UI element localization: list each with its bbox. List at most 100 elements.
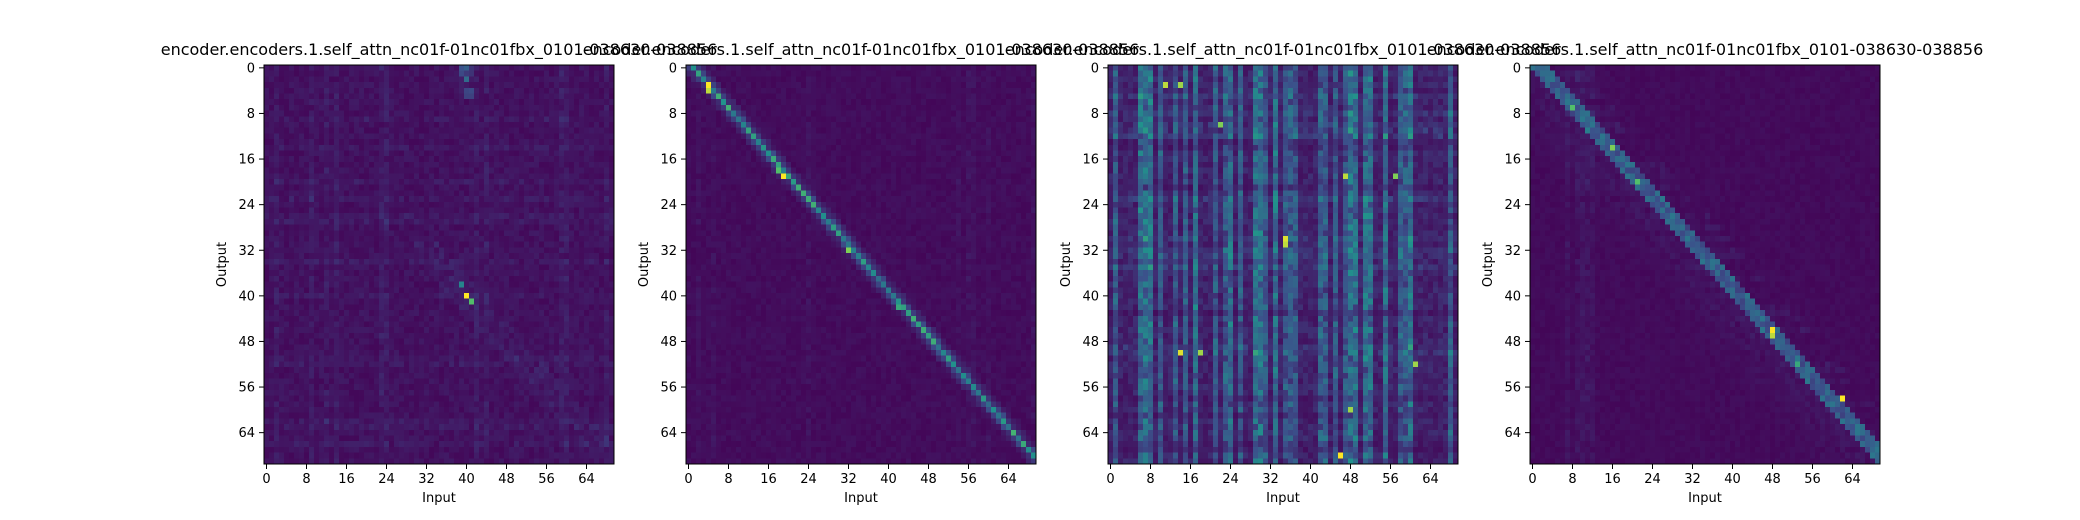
heatmap-cell xyxy=(519,389,525,397)
heatmap-cell xyxy=(404,253,410,260)
heatmap-cell xyxy=(549,122,555,129)
heatmap-cell xyxy=(329,196,335,203)
heatmap-cell xyxy=(299,321,305,328)
heatmap-cell xyxy=(379,384,385,391)
heatmap-cell xyxy=(444,213,450,220)
heatmap-cell xyxy=(424,293,430,300)
heatmap-cell xyxy=(304,179,310,186)
heatmap-cell xyxy=(504,156,510,163)
heatmap-cell xyxy=(389,218,395,226)
heatmap-cell xyxy=(484,213,490,220)
heatmap-cell xyxy=(359,196,365,203)
heatmap-cell xyxy=(469,361,475,368)
heatmap-cell xyxy=(524,304,530,311)
heatmap-cell xyxy=(449,247,455,254)
heatmap-cell xyxy=(604,264,610,271)
heatmap-cell xyxy=(334,65,340,72)
heatmap-cell xyxy=(424,99,430,106)
heatmap-cell xyxy=(299,429,305,437)
heatmap-cell xyxy=(399,184,405,191)
heatmap-cell xyxy=(569,110,575,117)
heatmap-cell xyxy=(379,429,385,437)
heatmap-cell xyxy=(579,253,585,260)
heatmap-cell xyxy=(539,310,545,317)
heatmap-cell xyxy=(314,424,320,431)
heatmap-cell xyxy=(419,338,425,345)
heatmap-cell xyxy=(314,99,320,106)
heatmap-cell xyxy=(609,207,615,214)
heatmap-cell xyxy=(544,196,550,203)
heatmap-cell xyxy=(299,190,305,197)
heatmap-cell xyxy=(564,332,570,340)
heatmap-cell xyxy=(289,247,295,254)
heatmap-cell xyxy=(434,327,440,334)
heatmap-cell xyxy=(544,367,550,374)
heatmap-cell xyxy=(269,207,275,214)
heatmap-cell xyxy=(449,133,455,140)
heatmap-cell xyxy=(339,429,345,437)
heatmap-cell xyxy=(409,458,415,465)
heatmap-cell xyxy=(574,304,580,311)
heatmap-cell xyxy=(569,435,575,442)
heatmap-cell xyxy=(274,270,280,277)
heatmap-cell xyxy=(364,355,370,362)
heatmap-cell xyxy=(479,156,485,163)
heatmap-cell xyxy=(489,190,495,197)
heatmap-cell xyxy=(584,144,590,152)
heatmap-cell xyxy=(609,310,615,317)
heatmap-cell xyxy=(359,367,365,374)
heatmap-cell xyxy=(319,82,325,89)
heatmap-cell xyxy=(609,281,615,288)
heatmap-cell xyxy=(369,65,375,72)
heatmap-cell xyxy=(279,332,285,340)
heatmap-cell xyxy=(319,99,325,106)
heatmap-cell xyxy=(399,452,405,459)
heatmap-cell xyxy=(569,122,575,129)
heatmap-cell xyxy=(314,65,320,72)
heatmap-cell xyxy=(459,287,465,294)
heatmap-cell xyxy=(404,116,410,123)
heatmap-cell xyxy=(494,446,500,454)
heatmap-cell xyxy=(574,196,580,203)
heatmap-cell xyxy=(464,87,470,95)
heatmap-cell xyxy=(274,161,280,169)
heatmap-cell xyxy=(459,156,465,163)
heatmap-cell xyxy=(334,224,340,231)
heatmap-cell xyxy=(264,110,270,117)
heatmap-cell xyxy=(309,350,315,357)
heatmap-cell xyxy=(609,161,615,169)
heatmap-cell xyxy=(489,287,495,294)
heatmap-cell xyxy=(339,150,345,157)
heatmap-cell xyxy=(594,258,600,266)
heatmap-cell xyxy=(569,76,575,83)
heatmap-cell xyxy=(314,167,320,174)
heatmap-cell xyxy=(359,167,365,174)
heatmap-cell xyxy=(489,116,495,123)
heatmap-cell xyxy=(489,127,495,134)
heatmap-cell xyxy=(429,65,435,72)
heatmap-cell xyxy=(364,122,370,129)
heatmap-cell xyxy=(454,384,460,391)
heatmap-cell xyxy=(399,344,405,351)
heatmap-cell xyxy=(354,293,360,300)
heatmap-cell xyxy=(279,99,285,106)
heatmap-cell xyxy=(364,247,370,254)
heatmap-cell xyxy=(319,418,325,425)
heatmap-cell xyxy=(519,184,525,191)
heatmap-cell xyxy=(304,424,310,431)
heatmap-cell xyxy=(489,173,495,180)
heatmap-cell xyxy=(449,190,455,197)
heatmap-cell xyxy=(329,161,335,169)
heatmap-cell xyxy=(469,104,475,112)
heatmap-cell xyxy=(604,167,610,174)
heatmap-cell xyxy=(429,361,435,368)
heatmap-cell xyxy=(294,76,300,83)
heatmap-cell xyxy=(519,270,525,277)
heatmap-cell xyxy=(534,338,540,345)
heatmap-cell xyxy=(579,338,585,345)
heatmap-cell xyxy=(364,429,370,437)
heatmap-cell xyxy=(274,179,280,186)
heatmap-cell xyxy=(399,315,405,323)
heatmap-cell xyxy=(359,213,365,220)
heatmap-cell xyxy=(344,179,350,186)
